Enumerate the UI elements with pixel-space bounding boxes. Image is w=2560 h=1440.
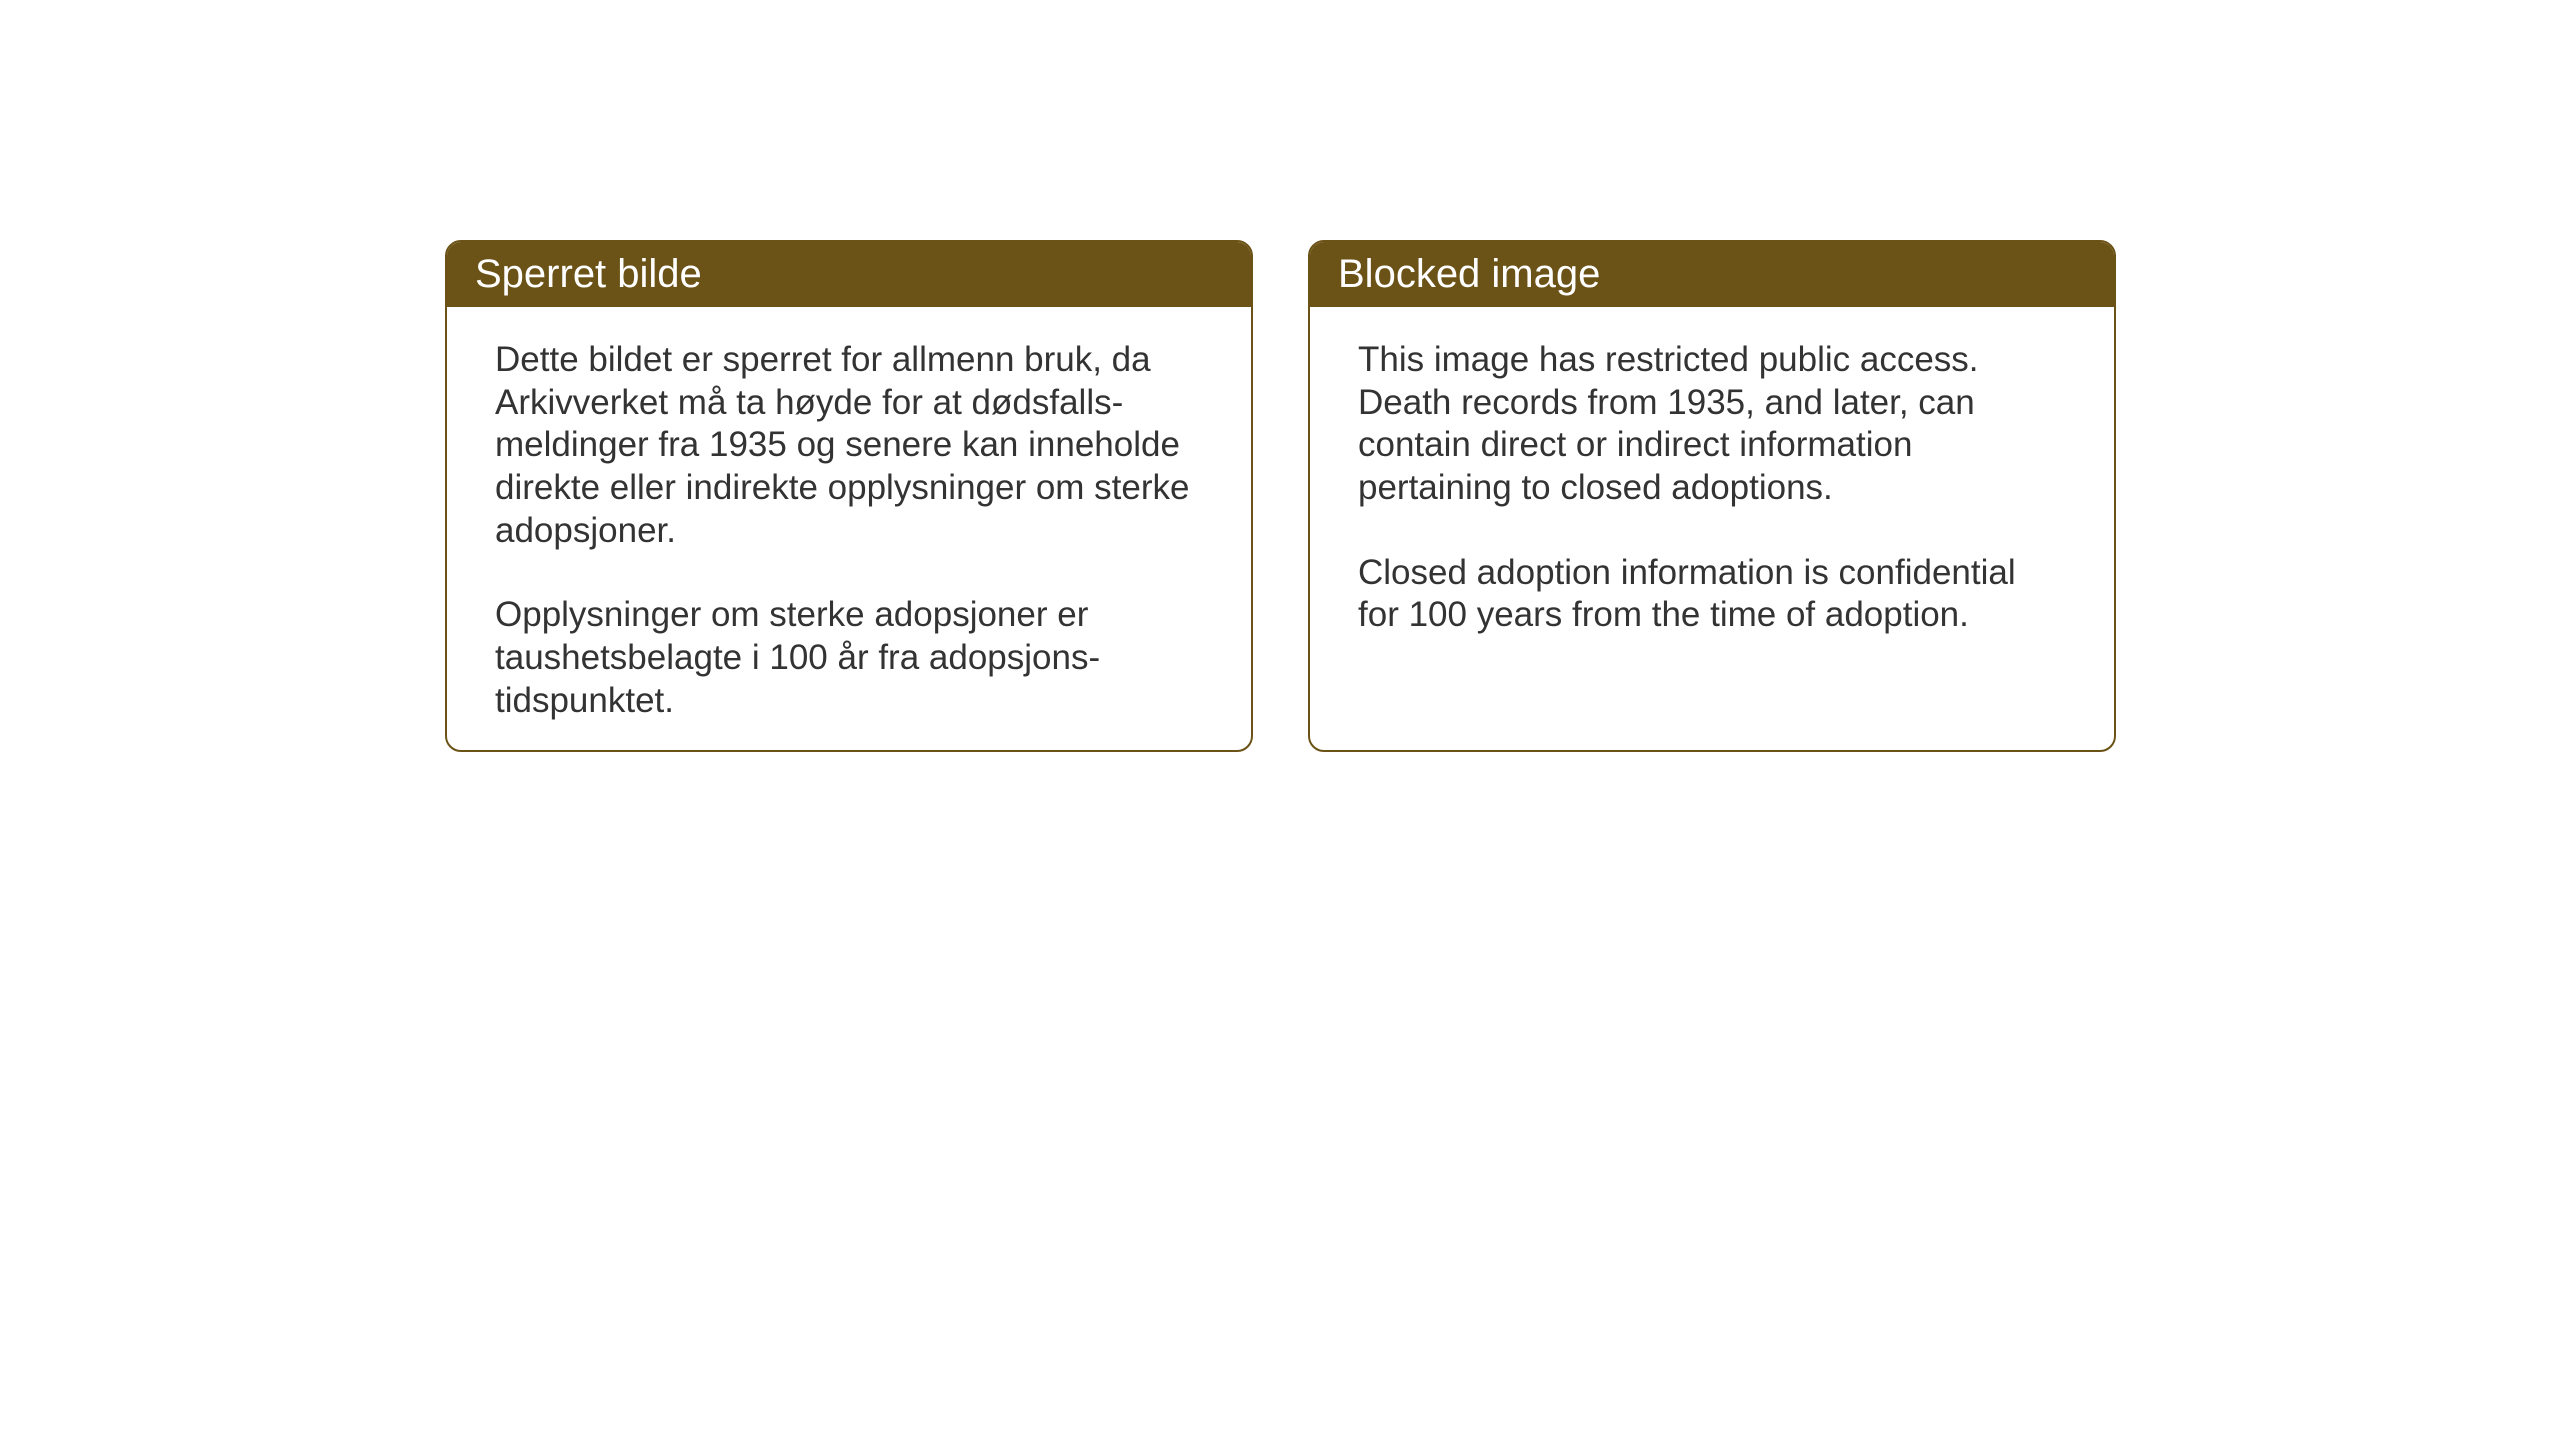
- notice-container: Sperret bilde Dette bildet er sperret fo…: [0, 0, 2560, 752]
- notice-title-english: Blocked image: [1338, 252, 1600, 296]
- notice-paragraph-english-2: Closed adoption information is confident…: [1358, 552, 2066, 637]
- notice-card-english: Blocked image This image has restricted …: [1308, 240, 2116, 752]
- notice-body-english: This image has restricted public access.…: [1310, 307, 2114, 685]
- notice-header-norwegian: Sperret bilde: [447, 242, 1251, 307]
- notice-paragraph-english-1: This image has restricted public access.…: [1358, 339, 2066, 510]
- notice-card-norwegian: Sperret bilde Dette bildet er sperret fo…: [445, 240, 1253, 752]
- notice-header-english: Blocked image: [1310, 242, 2114, 307]
- notice-body-norwegian: Dette bildet er sperret for allmenn bruk…: [447, 307, 1251, 752]
- notice-paragraph-norwegian-1: Dette bildet er sperret for allmenn bruk…: [495, 339, 1203, 552]
- notice-paragraph-norwegian-2: Opplysninger om sterke adopsjoner er tau…: [495, 594, 1203, 722]
- notice-title-norwegian: Sperret bilde: [475, 252, 702, 296]
